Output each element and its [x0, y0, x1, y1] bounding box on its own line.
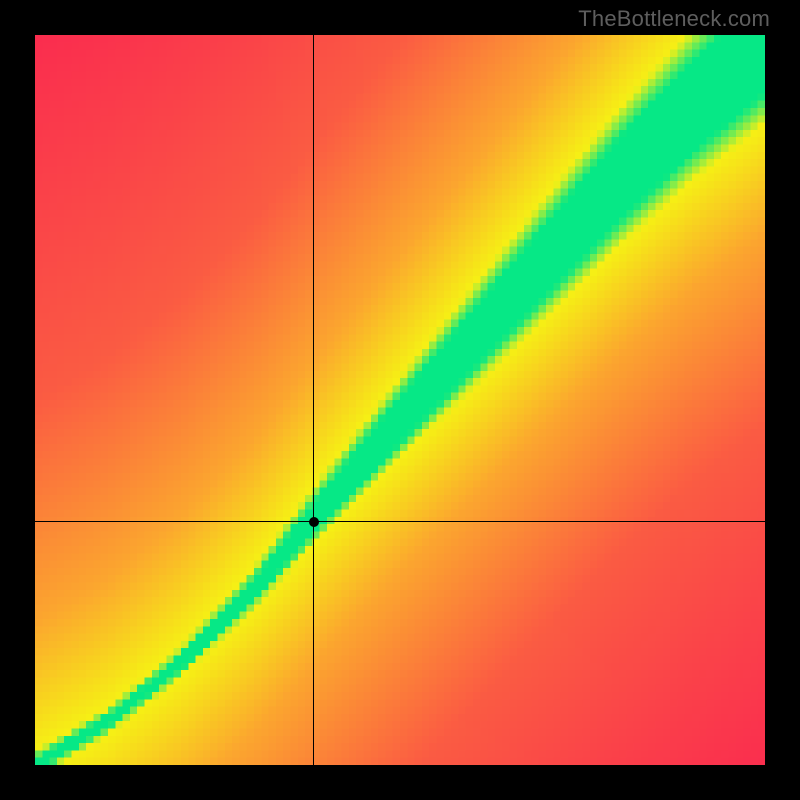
watermark-text: TheBottleneck.com — [578, 6, 770, 32]
heatmap-canvas — [35, 35, 765, 765]
heatmap-plot — [35, 35, 765, 765]
chart-frame: TheBottleneck.com — [0, 0, 800, 800]
